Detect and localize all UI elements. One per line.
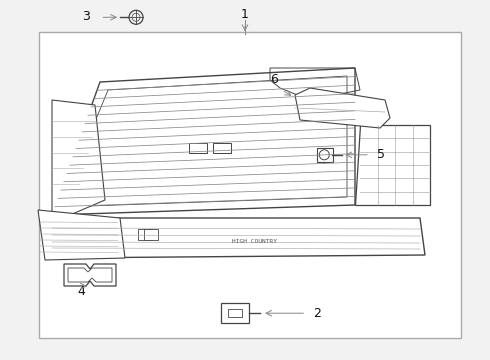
Text: 6: 6: [270, 73, 278, 86]
Text: 4: 4: [77, 285, 85, 298]
FancyBboxPatch shape: [138, 229, 151, 239]
Polygon shape: [64, 264, 116, 286]
FancyBboxPatch shape: [144, 229, 157, 239]
FancyBboxPatch shape: [228, 309, 242, 317]
Polygon shape: [355, 125, 430, 205]
Text: HIGH COUNTRY: HIGH COUNTRY: [232, 239, 277, 244]
Text: 5: 5: [377, 148, 385, 161]
FancyBboxPatch shape: [318, 148, 333, 162]
FancyBboxPatch shape: [213, 143, 231, 153]
Polygon shape: [48, 218, 425, 258]
Bar: [39, 32, 461, 338]
Text: 2: 2: [314, 307, 321, 320]
Text: 3: 3: [82, 10, 90, 23]
Polygon shape: [295, 88, 390, 128]
Polygon shape: [52, 100, 105, 215]
FancyBboxPatch shape: [189, 143, 207, 153]
Text: 1: 1: [241, 8, 249, 21]
FancyBboxPatch shape: [221, 303, 249, 323]
Polygon shape: [38, 210, 125, 260]
